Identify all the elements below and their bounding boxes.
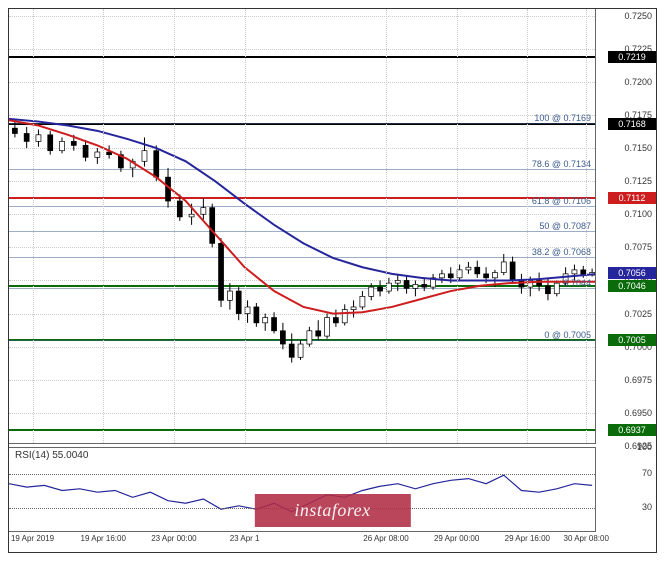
y-tick-label: 0.7025 bbox=[624, 309, 652, 319]
y-axis-main: 0.69250.69500.69750.70000.70250.70500.70… bbox=[596, 9, 656, 444]
rsi-tick-label: 100 bbox=[637, 442, 652, 452]
price-box: 0.7046 bbox=[608, 280, 656, 292]
chart-inner: AUDUSD,H1 0.7053 0.7059 0.7053 0.7056 10… bbox=[8, 8, 657, 553]
fib-label: 38.2 @ 0.7068 bbox=[532, 247, 591, 257]
y-tick-label: 0.7075 bbox=[624, 242, 652, 252]
moving-averages bbox=[9, 9, 596, 444]
x-tick-label: 23 Apr 00:00 bbox=[151, 534, 196, 543]
x-tick-label: 29 Apr 00:00 bbox=[434, 534, 479, 543]
y-tick-label: 0.7150 bbox=[624, 143, 652, 153]
y-tick-label: 0.6950 bbox=[624, 408, 652, 418]
x-tick-label: 29 Apr 16:00 bbox=[505, 534, 550, 543]
x-tick-label: 26 Apr 08:00 bbox=[363, 534, 408, 543]
fib-label: 50 @ 0.7087 bbox=[539, 221, 591, 231]
rsi-tick-label: 70 bbox=[642, 468, 652, 478]
x-tick-label: 19 Apr 2019 bbox=[11, 534, 54, 543]
fib-label: 61.8 @ 0.7106 bbox=[532, 196, 591, 206]
y-tick-label: 0.7125 bbox=[624, 176, 652, 186]
price-box: 0.7005 bbox=[608, 334, 656, 346]
y-tick-label: 0.7200 bbox=[624, 77, 652, 87]
x-tick-label: 19 Apr 16:00 bbox=[81, 534, 126, 543]
fib-label: 0 @ 0.7005 bbox=[544, 330, 591, 340]
y-tick-label: 0.6975 bbox=[624, 375, 652, 385]
y-tick-label: 0.7250 bbox=[624, 11, 652, 21]
watermark: instaforex bbox=[254, 494, 410, 527]
x-tick-label: 23 Apr 1 bbox=[230, 534, 260, 543]
main-price-plot[interactable]: 100 @ 0.7169 78.6 @ 0.7134 61.8 @ 0.7106 50… bbox=[9, 9, 596, 444]
chart-container: AUDUSD,H1 0.7053 0.7059 0.7053 0.7056 10… bbox=[0, 0, 665, 561]
price-box: 0.7112 bbox=[608, 192, 656, 204]
price-box: 0.6937 bbox=[608, 424, 656, 436]
price-box: 0.7168 bbox=[608, 118, 656, 130]
price-box: 0.7056 bbox=[608, 267, 656, 279]
y-axis-rsi: 3070100 bbox=[596, 447, 656, 532]
x-tick-label: 30 Apr 08:00 bbox=[564, 534, 609, 543]
rsi-tick-label: 30 bbox=[642, 502, 652, 512]
price-box: 0.7219 bbox=[608, 51, 656, 63]
rsi-band-line bbox=[9, 474, 595, 475]
x-axis: 19 Apr 2019 19 Apr 16:00 23 Apr 00:00 23 Ap… bbox=[9, 532, 596, 552]
y-tick-label: 0.7100 bbox=[624, 209, 652, 219]
fib-label: 100 @ 0.7169 bbox=[534, 113, 591, 123]
fib-label: 78.6 @ 0.7134 bbox=[532, 159, 591, 169]
